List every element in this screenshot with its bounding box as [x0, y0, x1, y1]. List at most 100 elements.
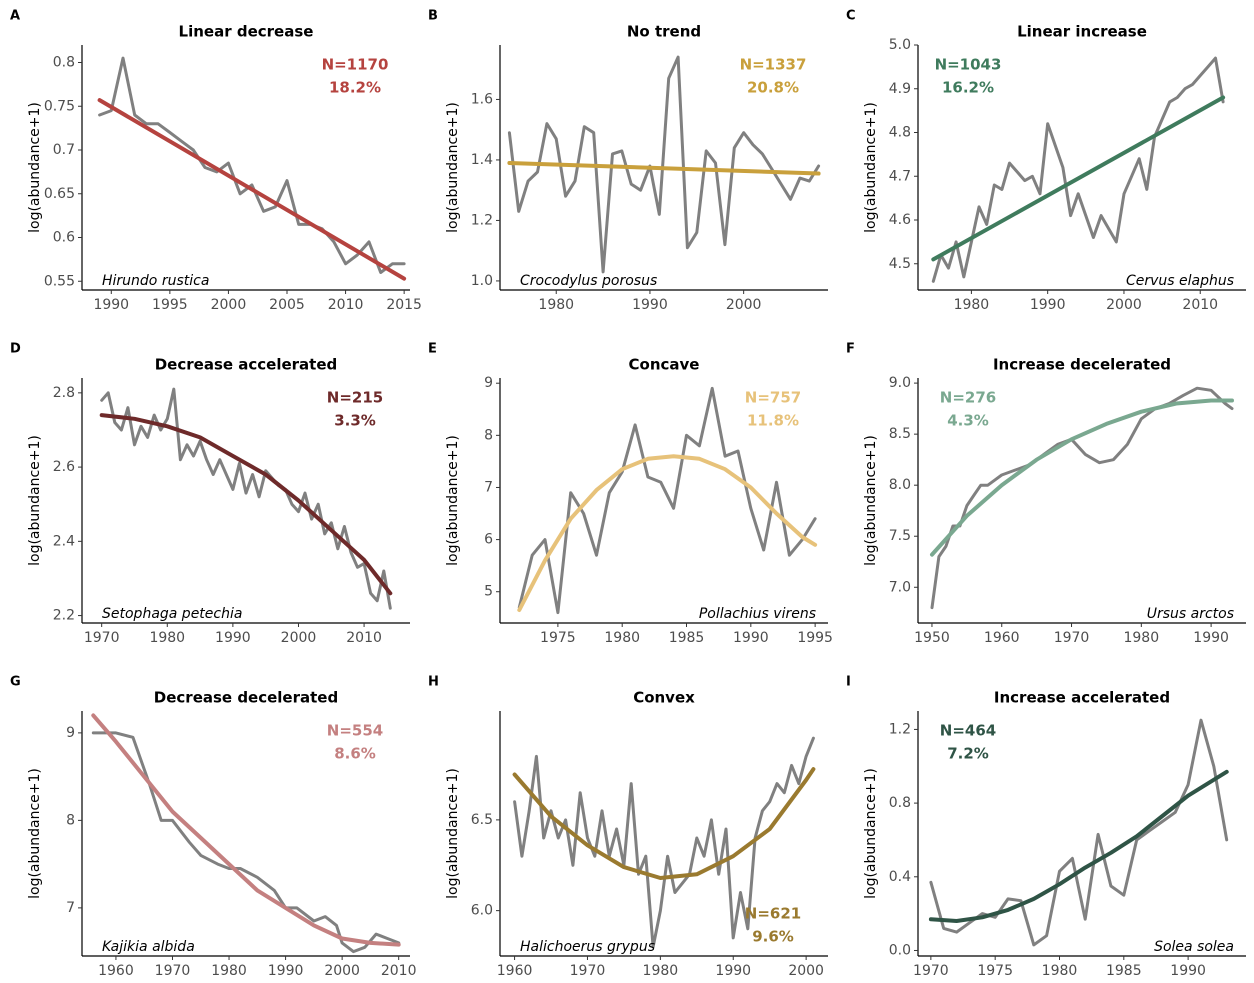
y-axis-label: log(abundance+1)	[27, 768, 43, 899]
x-tick-label: 1980	[149, 630, 185, 646]
y-tick-label: 1.6	[471, 91, 493, 107]
species-name: Setophaga petechia	[102, 606, 242, 622]
x-tick-label: 1980	[538, 297, 574, 313]
y-tick-label: 0.8	[889, 795, 911, 811]
y-axis-label: log(abundance+1)	[863, 102, 879, 233]
x-tick-label: 2010	[381, 963, 417, 979]
x-tick-label: 1985	[1106, 963, 1142, 979]
fitted-line	[99, 413, 393, 596]
y-tick-label: 2.8	[53, 385, 75, 401]
x-tick-label: 1980	[954, 297, 990, 313]
fitted-line	[97, 98, 407, 281]
y-tick-label: 0.55	[44, 273, 75, 289]
panel-title: No trend	[627, 23, 701, 41]
fitted-line	[517, 454, 818, 612]
species-name: Solea solea	[1154, 939, 1234, 955]
y-tick-label: 4.9	[889, 81, 911, 97]
panel-letter: I	[846, 675, 851, 690]
annotation: N=1337	[740, 56, 807, 74]
annotation: 11.8%	[747, 412, 799, 430]
y-tick-label: 6.0	[471, 903, 493, 919]
species-name: Halichoerus grypus	[520, 939, 655, 955]
y-tick-label: 8	[66, 812, 75, 828]
panel-letter: E	[428, 342, 437, 357]
x-tick-label: 1980	[211, 963, 247, 979]
x-tick-label: 1990	[93, 297, 129, 313]
x-tick-label: 1970	[570, 963, 606, 979]
species-name: Ursus arctos	[1147, 606, 1234, 622]
panel-title: Decrease accelerated	[155, 356, 338, 374]
x-tick-label: 1980	[1123, 630, 1159, 646]
fitted-line	[512, 767, 816, 880]
panel-title: Increase accelerated	[994, 689, 1170, 707]
y-tick-label: 1.2	[889, 721, 911, 737]
panel-title: Increase decelerated	[993, 356, 1171, 374]
y-tick-label: 1.0	[471, 273, 493, 289]
observed-line	[100, 387, 392, 610]
y-tick-label: 9	[484, 375, 493, 391]
panel-letter: B	[428, 9, 438, 24]
observed-line	[929, 718, 1229, 947]
y-tick-label: 0.8	[53, 55, 75, 71]
y-tick-label: 0.75	[44, 98, 75, 114]
x-tick-label: 2000	[281, 630, 317, 646]
x-tick-label: 1990	[268, 963, 304, 979]
x-tick-label: 1960	[98, 963, 134, 979]
y-tick-label: 7.5	[889, 528, 911, 544]
x-tick-label: 1990	[733, 630, 769, 646]
x-tick-label: 2000	[211, 297, 247, 313]
x-tick-label: 1990	[1193, 630, 1229, 646]
x-tick-label: 1970	[155, 963, 191, 979]
y-axis-label: log(abundance+1)	[445, 102, 461, 233]
y-tick-label: 9	[66, 725, 75, 741]
annotation: 20.8%	[747, 79, 799, 97]
x-tick-label: 1970	[1054, 630, 1090, 646]
y-tick-label: 0.65	[44, 186, 75, 202]
x-tick-label: 2000	[1106, 297, 1142, 313]
panel-title: Decrease decelerated	[154, 689, 338, 707]
y-tick-label: 1.2	[471, 212, 493, 228]
x-tick-label: 2015	[386, 297, 422, 313]
y-axis-label: log(abundance+1)	[27, 102, 43, 233]
y-axis-label: log(abundance+1)	[863, 435, 879, 566]
y-tick-label: 8.0	[889, 477, 911, 493]
x-tick-label: 2010	[328, 297, 364, 313]
annotation: 18.2%	[329, 79, 381, 97]
x-tick-label: 1980	[643, 963, 679, 979]
annotation: 7.2%	[947, 745, 989, 763]
x-tick-label: 2010	[1182, 297, 1218, 313]
x-tick-label: 1990	[215, 630, 251, 646]
species-name: Pollachius virens	[699, 606, 816, 622]
y-tick-label: 5	[484, 584, 493, 600]
annotation: N=464	[940, 722, 996, 740]
x-tick-label: 1960	[984, 630, 1020, 646]
y-tick-label: 4.7	[889, 168, 911, 184]
x-tick-label: 1950	[914, 630, 950, 646]
y-tick-label: 8.5	[889, 426, 911, 442]
x-tick-label: 1990	[1170, 963, 1206, 979]
fitted-line	[928, 769, 1229, 923]
y-tick-label: 2.4	[53, 533, 75, 549]
y-tick-label: 5.0	[889, 37, 911, 53]
y-tick-label: 2.2	[53, 608, 75, 624]
annotation: N=215	[327, 389, 383, 407]
y-tick-label: 7	[66, 900, 75, 916]
panel-letter: D	[10, 342, 21, 357]
y-tick-label: 4.6	[889, 212, 911, 228]
y-tick-label: 6.5	[471, 812, 493, 828]
x-tick-label: 2000	[324, 963, 360, 979]
panel-letter: F	[846, 342, 855, 357]
y-tick-label: 0.0	[889, 942, 911, 958]
y-tick-label: 1.4	[471, 152, 493, 168]
y-tick-label: 2.6	[53, 459, 75, 475]
panel-letter: H	[428, 675, 439, 690]
x-tick-label: 1990	[1030, 297, 1066, 313]
y-axis-label: log(abundance+1)	[445, 768, 461, 899]
fitted-line	[931, 95, 1226, 262]
annotation: N=1170	[322, 56, 389, 74]
panel-letter: G	[10, 675, 21, 690]
annotation: 16.2%	[942, 79, 994, 97]
species-name: Crocodylus porosus	[520, 273, 657, 289]
y-tick-label: 7.0	[889, 579, 911, 595]
